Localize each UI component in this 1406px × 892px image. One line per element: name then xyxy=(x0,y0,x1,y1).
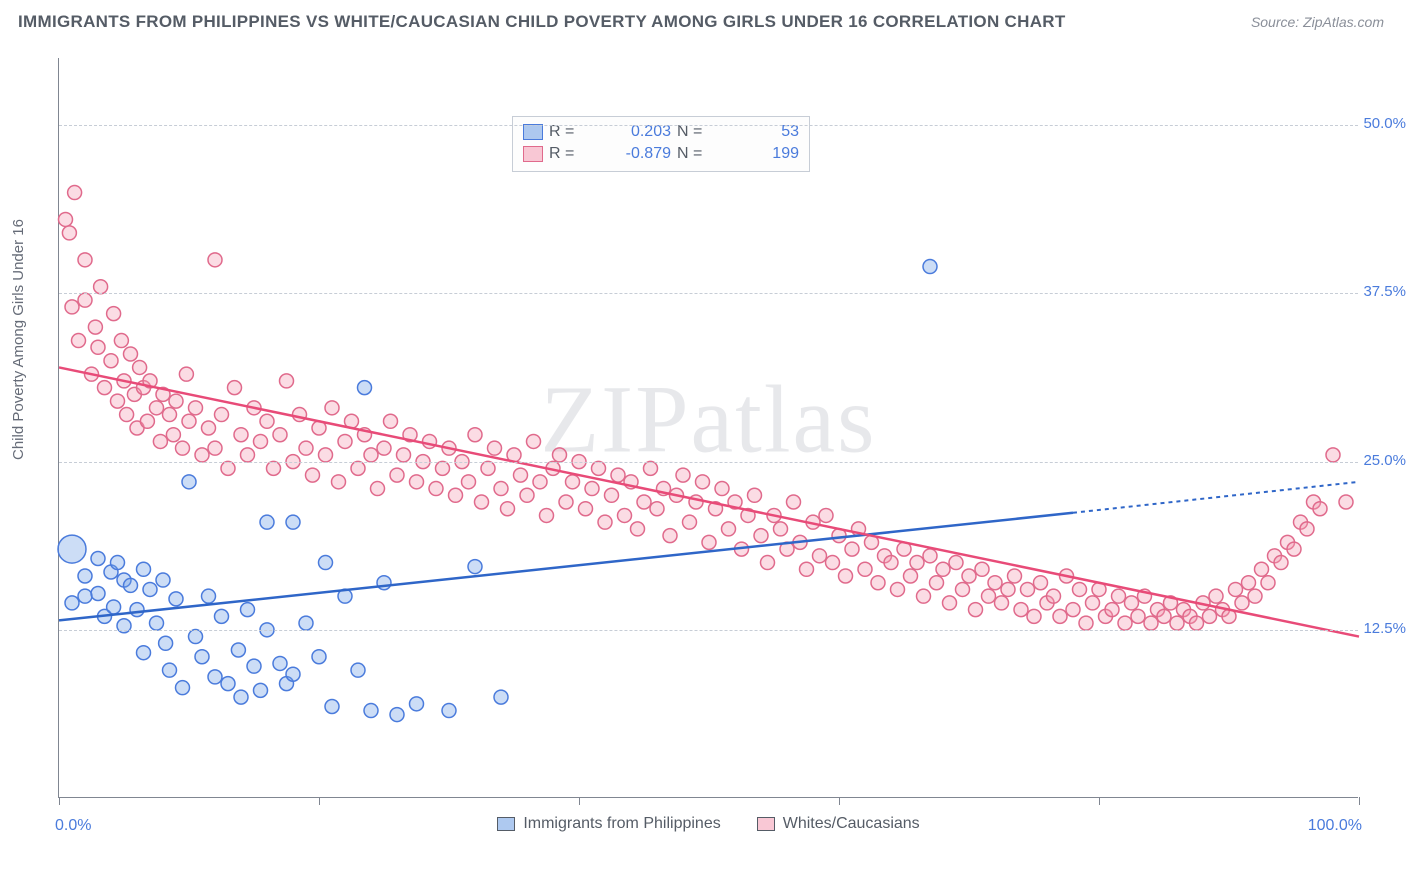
plot-area: ZIPatlas R = 0.203 N = 53 R = -0.879 N =… xyxy=(58,58,1358,798)
legend-swatch-blue xyxy=(523,124,543,140)
y-axis-label: Child Poverty Among Girls Under 16 xyxy=(10,219,27,460)
bottom-legend: Immigrants from Philippines Whites/Cauca… xyxy=(59,815,1358,833)
legend-label: Immigrants from Philippines xyxy=(523,815,720,832)
legend-swatch-pink xyxy=(757,817,775,831)
x-tick-left: 0.0% xyxy=(55,817,91,835)
source-label: Source: ZipAtlas.com xyxy=(1251,14,1384,30)
legend-item-blue: Immigrants from Philippines xyxy=(497,815,720,833)
legend-swatch-pink xyxy=(523,146,543,162)
legend-n-value: 199 xyxy=(727,143,799,165)
chart-title: IMMIGRANTS FROM PHILIPPINES VS WHITE/CAU… xyxy=(18,12,1066,32)
chart-container: IMMIGRANTS FROM PHILIPPINES VS WHITE/CAU… xyxy=(0,0,1406,892)
legend-row-pink: R = -0.879 N = 199 xyxy=(523,143,799,165)
legend-r-label: R = xyxy=(549,143,593,165)
legend-r-value: -0.879 xyxy=(599,143,671,165)
legend-swatch-blue xyxy=(497,817,515,831)
x-tick-right: 100.0% xyxy=(1308,817,1362,835)
legend-item-pink: Whites/Caucasians xyxy=(757,815,920,833)
legend-n-label: N = xyxy=(677,143,721,165)
legend-label: Whites/Caucasians xyxy=(783,815,920,832)
